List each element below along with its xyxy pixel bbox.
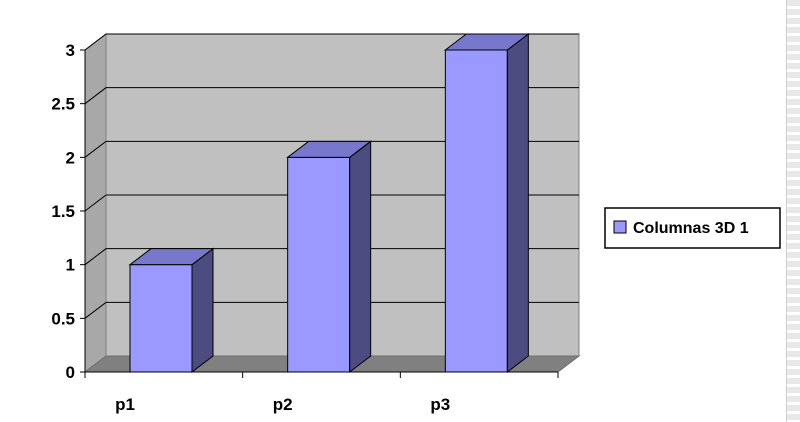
gridline [84, 33, 579, 51]
y-tick-label: 2.5 [51, 95, 75, 114]
legend-label: Columnas 3D 1 [633, 220, 749, 237]
y-tick-label: 0.5 [51, 309, 75, 328]
y-tick-label: 1.5 [51, 202, 75, 221]
bar-side [191, 247, 214, 374]
legend: Columnas 3D 1 [604, 207, 781, 249]
bar-front [287, 156, 351, 373]
bar-top [128, 248, 215, 266]
gridline [84, 140, 579, 158]
gridline [84, 194, 579, 212]
bars [128, 32, 530, 374]
gridline [84, 87, 579, 105]
y-axis: 0 0.5 1 1.5 2 2.5 3 [51, 41, 86, 382]
bar-side [506, 32, 529, 374]
y-tick-label: 2 [66, 148, 75, 167]
gridlines [84, 33, 579, 319]
x-tick-label: p1 [115, 395, 135, 414]
x-tick-label: p3 [430, 395, 450, 414]
bar-top [286, 140, 373, 158]
y-tick-label: 0 [66, 363, 75, 382]
gridline [84, 301, 579, 319]
legend-swatch [613, 220, 627, 234]
y-tick-label: 1 [66, 256, 75, 275]
scrollbar-edge [786, 0, 800, 422]
y-tick-label: 3 [66, 41, 75, 60]
gridline [84, 248, 579, 266]
bar-top [443, 33, 530, 51]
x-axis: p1 p2 p3 [84, 371, 559, 414]
x-tick-label: p2 [273, 395, 293, 414]
bar-front [444, 49, 508, 373]
legend-box [604, 207, 781, 249]
bar-side [349, 140, 372, 374]
bar-front [129, 264, 193, 373]
